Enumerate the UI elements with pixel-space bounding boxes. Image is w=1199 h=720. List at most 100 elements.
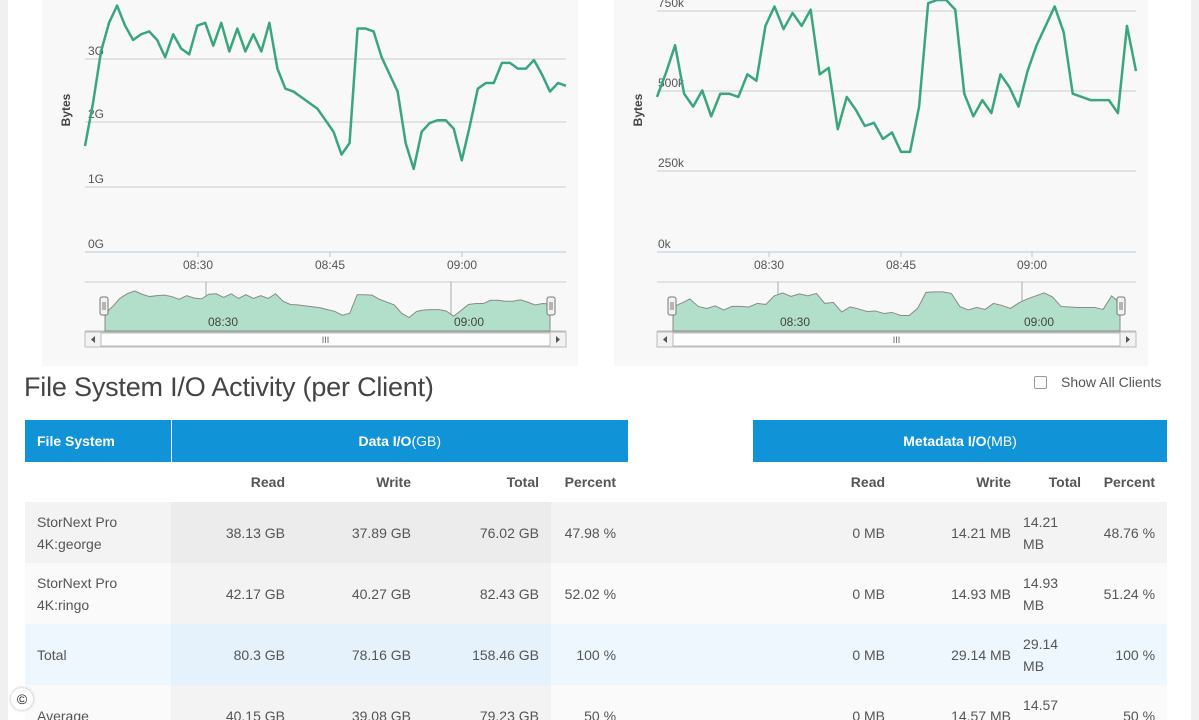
header-data-io-unit: (GB) bbox=[411, 433, 441, 449]
x-tick-label: 08:30 bbox=[754, 258, 784, 272]
cell-data-read: 42.17 GB bbox=[171, 563, 297, 624]
section-title: File System I/O Activity (per Client) bbox=[24, 372, 434, 402]
cell-data-total: 82.43 GB bbox=[423, 563, 551, 624]
navigator-time-label: 08:30 bbox=[780, 315, 810, 329]
x-tick-label: 09:00 bbox=[447, 258, 477, 272]
navigator-time-label: 09:00 bbox=[454, 315, 484, 329]
show-all-clients-toggle[interactable]: Show All Clients bbox=[1034, 374, 1161, 390]
cell-data-total: 79.23 GB bbox=[423, 685, 551, 720]
cell-data-total: 158.46 GB bbox=[423, 624, 551, 685]
row-name-line2: 4K:george bbox=[37, 535, 102, 552]
table-row[interactable]: StorNext Pro 4K:ringo 42.17 GB 40.27 GB 8… bbox=[25, 563, 1168, 624]
cell-meta-total-value: 14.93 bbox=[1023, 574, 1059, 591]
cell-gap bbox=[628, 563, 754, 624]
show-all-clients-checkbox[interactable] bbox=[1034, 375, 1047, 389]
header-data-io-label: Data I/O bbox=[358, 433, 412, 449]
cell-meta-total-unit: MB bbox=[1023, 657, 1045, 674]
row-name: StorNext Pro 4K:george bbox=[25, 502, 171, 563]
navigator-area bbox=[672, 291, 1121, 332]
cell-data-percent: 47.98 % bbox=[551, 502, 629, 563]
navigator-time-label: 09:00 bbox=[1024, 315, 1054, 329]
row-name-line2: 4K:ringo bbox=[37, 596, 90, 613]
navigator-handle[interactable] bbox=[667, 296, 677, 316]
cell-meta-write: 14.93 MB bbox=[897, 563, 1024, 624]
header-metadata-io-unit: (MB) bbox=[986, 433, 1017, 449]
table-row-average[interactable]: Average 40.15 GB 39.08 GB 79.23 GB 50 % … bbox=[25, 685, 1168, 720]
cell-meta-read: 0 MB bbox=[753, 685, 898, 720]
range-navigator[interactable]: 08:30 09:00 bbox=[85, 281, 566, 332]
cell-data-read: 40.15 GB bbox=[171, 685, 297, 720]
cell-meta-read: 0 MB bbox=[753, 502, 898, 563]
x-tick-label: 09:00 bbox=[1017, 258, 1047, 272]
cell-meta-percent: 50 % bbox=[1093, 685, 1168, 720]
range-navigator[interactable]: 08:30 09:00 bbox=[657, 281, 1136, 332]
cell-meta-total: 29.14 MB bbox=[1023, 624, 1094, 685]
header-metadata-io-label: Metadata I/O bbox=[903, 433, 987, 449]
arrow-left-icon bbox=[91, 336, 95, 343]
header-gap bbox=[628, 420, 754, 462]
table-row[interactable]: StorNext Pro 4K:george 38.13 GB 37.89 GB … bbox=[25, 502, 1168, 563]
cell-meta-total-value: 29.14 bbox=[1023, 635, 1059, 652]
cell-meta-total-unit: MB bbox=[1023, 719, 1044, 720]
cell-meta-total-value: 14.57 bbox=[1023, 696, 1059, 713]
header-file-system[interactable]: File System bbox=[25, 420, 172, 462]
cell-meta-total-value: 14.21 bbox=[1023, 513, 1059, 530]
navigator-area bbox=[104, 290, 551, 332]
cell-gap bbox=[628, 685, 754, 720]
col-header-data-percent[interactable]: Percent bbox=[551, 462, 629, 502]
page-border-right bbox=[1191, 0, 1199, 720]
arrow-left-icon bbox=[663, 336, 667, 343]
y-axis-label: Bytes bbox=[59, 93, 73, 126]
series-line bbox=[83, 4, 567, 171]
col-header-meta-read[interactable]: Read bbox=[753, 462, 898, 502]
page-border-left bbox=[0, 0, 8, 720]
cell-data-percent: 52.02 % bbox=[551, 563, 629, 624]
cell-data-write: 40.27 GB bbox=[297, 563, 423, 624]
cell-meta-total-unit: MB bbox=[1023, 535, 1045, 552]
cell-meta-total: 14.21 MB bbox=[1023, 502, 1094, 563]
col-header-data-write[interactable]: Write bbox=[297, 462, 423, 502]
cell-meta-total-unit: MB bbox=[1023, 596, 1045, 613]
col-header-meta-write[interactable]: Write bbox=[897, 462, 1024, 502]
cell-data-total: 76.02 GB bbox=[423, 502, 551, 563]
cell-data-read: 38.13 GB bbox=[171, 502, 297, 563]
table-group-header: File System Data I/O(GB) Metadata I/O(MB… bbox=[25, 420, 1168, 462]
io-activity-table: File System Data I/O(GB) Metadata I/O(MB… bbox=[25, 420, 1168, 720]
col-header-gap bbox=[628, 462, 754, 502]
y-tick-label: 1G bbox=[88, 172, 104, 186]
navigator-handle[interactable] bbox=[1116, 296, 1126, 316]
cell-gap bbox=[628, 624, 754, 685]
col-header-meta-total[interactable]: Total bbox=[1023, 462, 1094, 502]
cell-meta-read: 0 MB bbox=[753, 624, 898, 685]
x-tick-label: 08:45 bbox=[315, 258, 345, 272]
col-header-data-read[interactable]: Read bbox=[171, 462, 297, 502]
chart-panel-data-io: 3G 2G 1G 0G Bytes 08:30 08:45 09:00 08:30 09:00 II… bbox=[42, 0, 578, 366]
y-tick-label: 250k bbox=[658, 156, 685, 170]
navigator-handle[interactable] bbox=[99, 296, 109, 316]
series-line bbox=[655, 0, 1138, 154]
cell-data-write: 37.89 GB bbox=[297, 502, 423, 563]
cell-data-write: 78.16 GB bbox=[297, 624, 423, 685]
col-header-meta-percent[interactable]: Percent bbox=[1093, 462, 1168, 502]
cell-meta-write: 14.57 MB bbox=[897, 685, 1024, 720]
cell-meta-read: 0 MB bbox=[753, 563, 898, 624]
y-axis-label: Bytes bbox=[631, 93, 645, 126]
navigator-handle[interactable] bbox=[546, 296, 556, 316]
table-row-total[interactable]: Total 80.3 GB 78.16 GB 158.46 GB 100 % 0… bbox=[25, 624, 1168, 685]
col-header-blank bbox=[25, 462, 171, 502]
cell-meta-percent: 51.24 % bbox=[1093, 563, 1168, 624]
cell-gap bbox=[628, 502, 754, 563]
copyright-icon: © bbox=[11, 688, 33, 710]
table-column-header: Read Write Total Percent Read Write Tota… bbox=[25, 462, 1168, 502]
col-header-data-total[interactable]: Total bbox=[423, 462, 551, 502]
row-name: Average bbox=[25, 685, 171, 720]
row-name-line1: StorNext Pro bbox=[37, 574, 118, 591]
arrow-right-icon bbox=[556, 336, 560, 343]
y-tick-label: 750k bbox=[658, 0, 685, 10]
scrollbar-grip-icon: III bbox=[893, 335, 901, 345]
row-name: Total bbox=[25, 624, 171, 685]
cell-data-read: 80.3 GB bbox=[171, 624, 297, 685]
row-name: StorNext Pro 4K:ringo bbox=[25, 563, 171, 624]
y-tick-label: 0G bbox=[88, 237, 104, 251]
